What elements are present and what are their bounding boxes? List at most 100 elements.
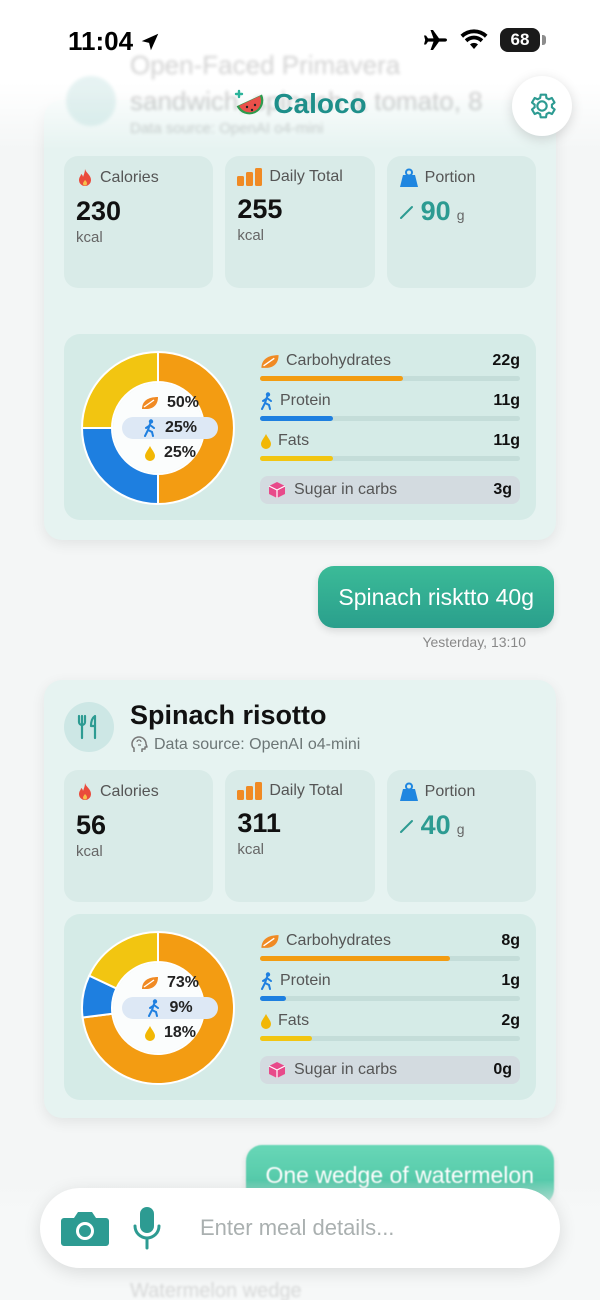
protein-value: 1g: [501, 972, 520, 989]
portion-box[interactable]: Portion 90 g: [386, 156, 536, 288]
fats-bar-track: [260, 456, 520, 461]
fats-bar-track: [260, 1036, 520, 1041]
food-name: Spinach risotto: [130, 700, 327, 730]
sugar-text: Sugar in carbs: [294, 481, 398, 498]
protein-label: Protein: [260, 392, 520, 410]
app-title: Caloco: [0, 86, 600, 122]
status-bar: 11:04 68: [0, 0, 600, 82]
protein-percent-text: 9%: [169, 999, 193, 1016]
calories-text: Calories: [100, 783, 159, 800]
ghost-title-2: sandwich, spinach & tomato, 8: [130, 86, 483, 116]
portion-value[interactable]: 40 g: [399, 810, 524, 841]
carbs-row: Carbohydrates 22g: [260, 352, 520, 392]
ghost-text: Watermelon wedge: [130, 1280, 302, 1300]
stats-row: Calories 56 kcal Daily Total 311 kcal Po…: [64, 770, 536, 902]
macro-panel: 50% 25% 25% Carbohydrates 22g: [64, 334, 536, 520]
flame-icon: [79, 783, 91, 800]
daily-total-value: 255: [237, 194, 283, 224]
fats-row: Fats 2g: [260, 1012, 520, 1052]
portion-label: Portion: [399, 782, 524, 802]
fats-value: 2g: [501, 1012, 520, 1029]
carbs-segment: [157, 350, 235, 506]
daily-total-label: Daily Total: [237, 782, 362, 800]
daily-total-text: Daily Total: [269, 782, 343, 799]
calories-box: Calories 230 kcal: [64, 156, 214, 288]
daily-total-unit: kcal: [237, 227, 265, 244]
carbs-percent-text: 73%: [166, 974, 200, 991]
status-icons: 68: [422, 28, 546, 52]
portion-unit: g: [456, 207, 465, 223]
header-background: [0, 0, 600, 150]
fats-text: Fats: [278, 432, 310, 449]
ghost-title: Open-Faced Primavera: [130, 50, 401, 80]
portion-unit: g: [456, 821, 465, 837]
carbs-bar-track: [260, 956, 520, 961]
macro-list: Carbohydrates 22g Protein 11g Fats 11g: [260, 352, 520, 504]
fats-label: Fats: [260, 1012, 520, 1030]
weight-icon: [399, 168, 418, 187]
walking-person-icon: [261, 972, 272, 990]
calories-label: Calories: [76, 782, 201, 802]
microphone-icon[interactable]: [132, 1206, 162, 1250]
carbs-bar-fill: [260, 956, 450, 961]
bar-chart-icon: [237, 168, 263, 186]
sugar-text: Sugar in carbs: [294, 1061, 398, 1078]
carbs-percent: 73%: [122, 972, 218, 994]
fats-value: 11g: [493, 432, 520, 449]
battery-indicator: 68: [500, 28, 546, 52]
protein-text: Protein: [280, 392, 331, 409]
carbs-bar-track: [260, 376, 520, 381]
walking-person-icon: [148, 999, 160, 1017]
settings-button[interactable]: [512, 76, 572, 136]
donut-center: 50% 25% 25%: [122, 380, 218, 476]
clock-text: 11:04: [68, 26, 134, 56]
camera-icon[interactable]: [60, 1208, 110, 1248]
daily-total-label: Daily Total: [237, 168, 362, 186]
calories-value: 56: [76, 810, 107, 840]
bar-chart-icon: [237, 782, 263, 800]
meal-input-bar: [40, 1188, 560, 1268]
flame-icon: [79, 169, 91, 186]
calories-unit: kcal: [76, 843, 103, 860]
calories-box: Calories 56 kcal: [64, 770, 214, 902]
user-message-bubble[interactable]: Spinach risktto 40g: [318, 566, 554, 628]
weight-icon: [399, 782, 418, 801]
sugar-cube-icon: [268, 482, 286, 498]
portion-value[interactable]: 90 g: [399, 196, 524, 227]
droplet-icon: [261, 1014, 271, 1029]
food-card: Calories 230 kcal Daily Total 255 kcal P…: [44, 100, 556, 540]
card-header: Spinach risotto Data source: OpenAI o4-m…: [64, 700, 536, 760]
protein-row: Protein 11g: [260, 392, 520, 432]
portion-text: Portion: [424, 783, 476, 800]
gear-icon: [530, 93, 556, 119]
ghost-source: Data source: OpenAI o4-mini: [130, 120, 324, 137]
fats-text: Fats: [278, 1012, 310, 1029]
sugar-row: Sugar in carbs 3g: [260, 476, 520, 504]
portion-box[interactable]: Portion 40 g: [386, 770, 536, 902]
carbs-label: Carbohydrates: [260, 932, 520, 950]
pencil-icon: [399, 206, 413, 219]
protein-text: Protein: [280, 972, 331, 989]
macro-list: Carbohydrates 8g Protein 1g Fats 2g: [260, 932, 520, 1084]
protein-row: Protein 1g: [260, 972, 520, 1012]
fats-percent-text: 25%: [163, 444, 197, 461]
protein-percent-text: 25%: [164, 419, 198, 436]
carbs-row: Carbohydrates 8g: [260, 932, 520, 972]
daily-total-value: 311: [237, 808, 281, 838]
clock: 11:04: [68, 26, 161, 57]
protein-percent: 9%: [122, 997, 218, 1019]
fats-segment: [87, 930, 159, 990]
fats-percent-text: 18%: [163, 1024, 197, 1041]
protein-bar-track: [260, 996, 520, 1001]
carbs-text: Carbohydrates: [286, 352, 391, 369]
meal-input[interactable]: [200, 1215, 540, 1241]
portion-number: 40: [420, 810, 451, 840]
fats-bar-fill: [260, 1036, 312, 1041]
airplane-icon: [424, 30, 447, 50]
protein-bar-fill: [260, 996, 286, 1001]
calories-label: Calories: [76, 168, 201, 188]
macro-panel: 73% 9% 18% Carbohydrates 8g: [64, 914, 536, 1100]
fork-icon: [66, 76, 116, 126]
daily-total-box: Daily Total 311 kcal: [225, 770, 375, 902]
daily-total-box: Daily Total 255 kcal: [225, 156, 375, 288]
